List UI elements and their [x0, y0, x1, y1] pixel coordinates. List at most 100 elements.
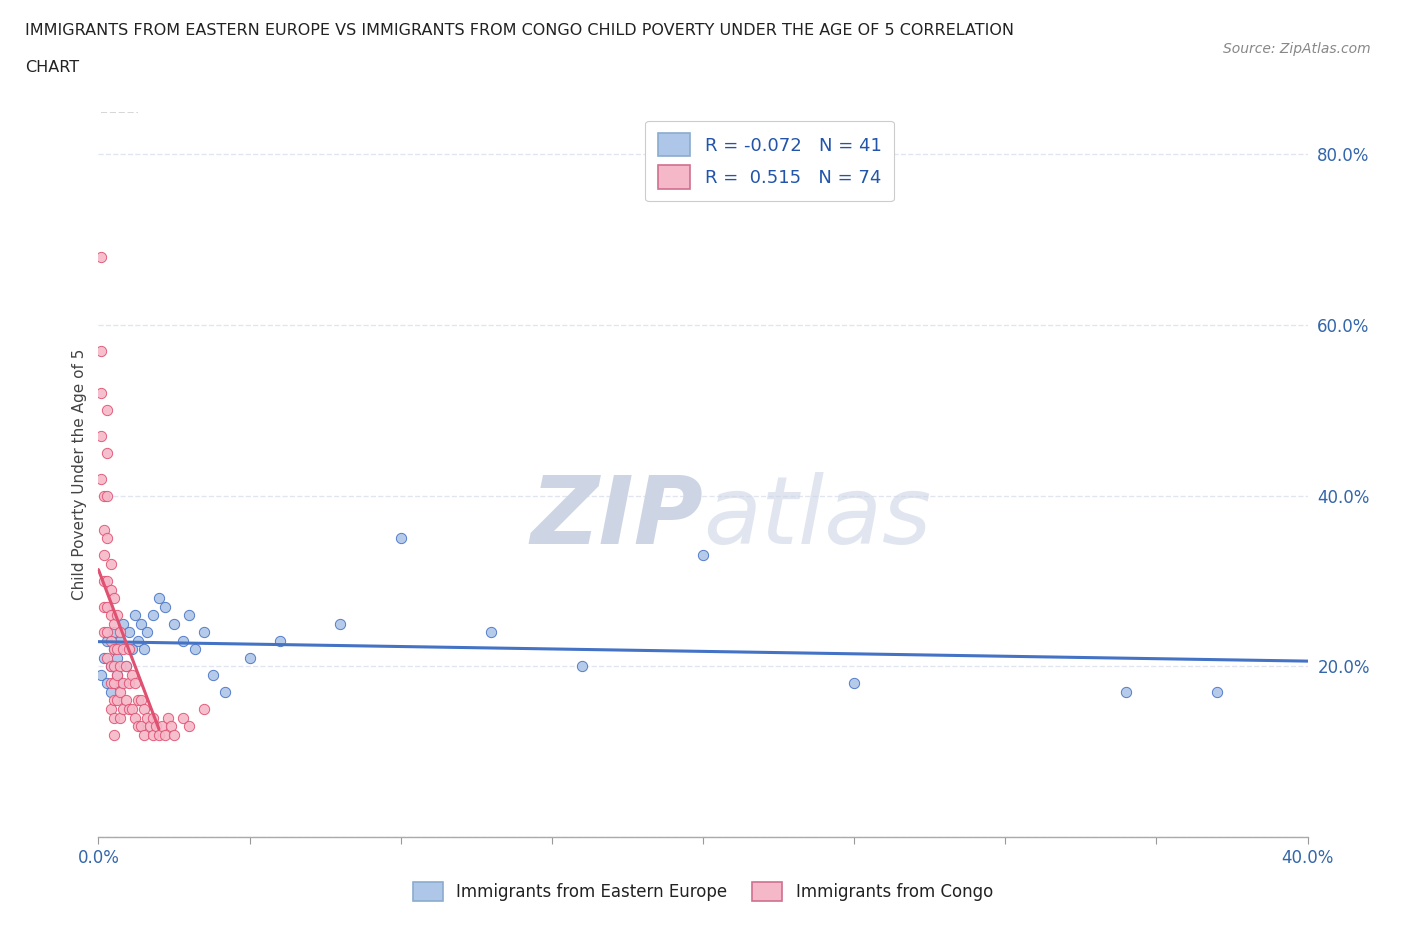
Point: [96, 445, 118, 460]
Point: [118, 676, 141, 691]
Point: [329, 617, 352, 631]
Point: [93, 488, 115, 503]
Point: [105, 668, 128, 683]
Point: [111, 676, 134, 691]
Point: [103, 676, 125, 691]
Point: [142, 727, 165, 742]
Legend: R = -0.072   N = 41, R =  0.515   N = 74: R = -0.072 N = 41, R = 0.515 N = 74: [645, 121, 894, 201]
Point: [100, 607, 122, 622]
Point: [127, 719, 149, 734]
Point: [389, 531, 412, 546]
Point: [108, 625, 131, 640]
Point: [160, 719, 183, 734]
Point: [132, 727, 155, 742]
Point: [193, 625, 215, 640]
Point: [90, 668, 112, 683]
Point: [184, 642, 207, 657]
Point: [114, 693, 136, 708]
Point: [100, 633, 122, 648]
Point: [156, 711, 179, 725]
Point: [179, 719, 201, 734]
Point: [103, 642, 125, 657]
Point: [96, 488, 118, 503]
Point: [105, 668, 128, 683]
Text: CHART: CHART: [25, 60, 79, 75]
Point: [96, 574, 118, 589]
Point: [96, 650, 118, 665]
Point: [108, 658, 131, 673]
Point: [93, 599, 115, 614]
Point: [105, 650, 128, 665]
Point: [96, 531, 118, 546]
Point: [100, 658, 122, 673]
Point: [142, 711, 165, 725]
Text: Source: ZipAtlas.com: Source: ZipAtlas.com: [1223, 42, 1371, 56]
Point: [121, 668, 143, 683]
Point: [844, 676, 866, 691]
Point: [145, 719, 167, 734]
Point: [193, 701, 215, 716]
Point: [118, 701, 141, 716]
Point: [96, 403, 118, 418]
Point: [121, 701, 143, 716]
Point: [124, 676, 146, 691]
Point: [111, 617, 134, 631]
Legend: Immigrants from Eastern Europe, Immigrants from Congo: Immigrants from Eastern Europe, Immigran…: [406, 875, 1000, 908]
Point: [127, 693, 149, 708]
Point: [103, 693, 125, 708]
Point: [93, 523, 115, 538]
Point: [118, 625, 141, 640]
Text: ZIP: ZIP: [530, 472, 703, 564]
Point: [90, 472, 112, 486]
Point: [148, 727, 170, 742]
Point: [103, 617, 125, 631]
Point: [127, 633, 149, 648]
Point: [100, 701, 122, 716]
Point: [105, 607, 128, 622]
Point: [96, 676, 118, 691]
Point: [129, 719, 152, 734]
Point: [172, 633, 194, 648]
Point: [103, 625, 125, 640]
Point: [90, 386, 112, 401]
Point: [90, 249, 112, 264]
Point: [163, 727, 186, 742]
Point: [269, 633, 291, 648]
Point: [132, 701, 155, 716]
Point: [100, 684, 122, 699]
Point: [124, 607, 146, 622]
Point: [202, 668, 225, 683]
Point: [105, 693, 128, 708]
Point: [100, 658, 122, 673]
Point: [124, 711, 146, 725]
Text: IMMIGRANTS FROM EASTERN EUROPE VS IMMIGRANTS FROM CONGO CHILD POVERTY UNDER THE : IMMIGRANTS FROM EASTERN EUROPE VS IMMIGR…: [25, 23, 1014, 38]
Point: [1115, 684, 1137, 699]
Point: [135, 625, 157, 640]
Point: [96, 625, 118, 640]
Point: [93, 574, 115, 589]
Point: [105, 642, 128, 657]
Point: [172, 711, 194, 725]
Point: [179, 607, 201, 622]
Point: [153, 727, 176, 742]
Point: [93, 650, 115, 665]
Point: [96, 599, 118, 614]
Point: [90, 343, 112, 358]
Point: [93, 625, 115, 640]
Point: [100, 556, 122, 571]
Point: [214, 684, 236, 699]
Point: [571, 658, 593, 673]
Point: [132, 642, 155, 657]
Point: [108, 676, 131, 691]
Point: [96, 633, 118, 648]
Y-axis label: Child Poverty Under the Age of 5: Child Poverty Under the Age of 5: [72, 349, 87, 600]
Point: [150, 719, 173, 734]
Point: [135, 711, 157, 725]
Point: [153, 599, 176, 614]
Point: [103, 711, 125, 725]
Point: [103, 658, 125, 673]
Point: [148, 591, 170, 605]
Point: [129, 693, 152, 708]
Point: [103, 727, 125, 742]
Point: [108, 633, 131, 648]
